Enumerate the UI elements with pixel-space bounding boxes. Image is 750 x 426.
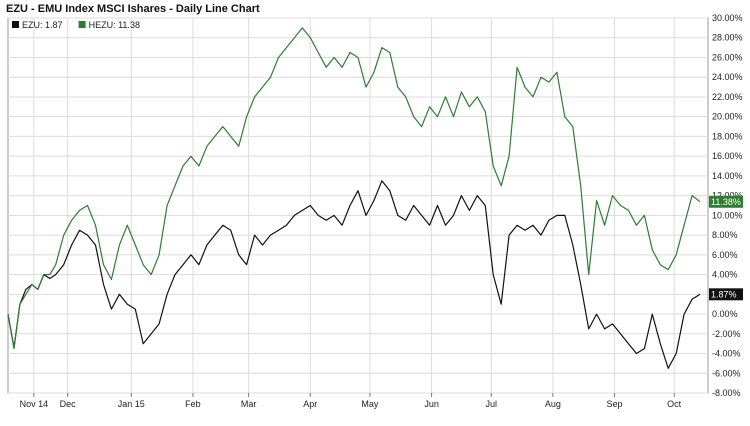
- y-tick-label: 10.00%: [712, 210, 743, 220]
- x-tick-label: Jun: [424, 399, 439, 409]
- y-tick-label: 16.00%: [712, 151, 743, 161]
- last-value-label: 11.38%: [711, 197, 741, 207]
- y-tick-label: 14.00%: [712, 171, 743, 181]
- y-tick-label: 22.00%: [712, 92, 743, 102]
- y-tick-label: 12.00%: [712, 191, 743, 201]
- series-line-1: [7, 27, 701, 350]
- x-tick-label: May: [361, 399, 379, 409]
- gridlines: [8, 17, 708, 394]
- legend-swatch: [78, 21, 86, 28]
- x-tick-label: Feb: [185, 399, 201, 409]
- y-tick-label: -2.00%: [712, 329, 741, 339]
- last-value-tag: [709, 288, 743, 301]
- y-tick-label: 28.00%: [712, 33, 743, 43]
- y-axis: 30.00% 28.00% 26.00% 24.00% 22.00% 20.00% 18.0…: [712, 13, 743, 398]
- x-tick-label: Mar: [241, 399, 257, 409]
- y-tick-label: -4.00%: [712, 349, 741, 359]
- last-value-tag: [709, 195, 743, 208]
- plot-area: [7, 17, 709, 394]
- x-tick-label: Dec: [60, 399, 77, 409]
- x-tick-label: Jan 15: [118, 399, 145, 409]
- y-tick-label: 20.00%: [712, 112, 743, 122]
- x-tick-label: Jul: [485, 399, 497, 409]
- y-tick-label: 26.00%: [712, 52, 743, 62]
- y-tick-label: 4.00%: [712, 270, 738, 280]
- series-line-0: [7, 180, 701, 369]
- y-tick-label: 0.00%: [712, 309, 738, 319]
- series-lines: [7, 27, 701, 369]
- legend-label: EZU: 1.87: [22, 20, 63, 30]
- x-tick-label: Sep: [607, 399, 623, 409]
- last-value-label: 1.87%: [711, 289, 737, 299]
- x-axis: Nov 14 Dec Jan 15 Feb Mar Apr May Jun Jul Aug Sep O…: [20, 393, 682, 409]
- y-tick-label: -6.00%: [712, 368, 741, 378]
- x-tick-label: Nov 14: [20, 399, 49, 409]
- y-tick-label: -8.00%: [712, 388, 741, 398]
- x-tick-label: Apr: [303, 399, 317, 409]
- y-tick-label: 18.00%: [712, 131, 743, 141]
- x-tick-label: Oct: [667, 399, 682, 409]
- legend: EZU: 1.87 HEZU: 11.38: [12, 20, 140, 30]
- y-tick-label: 30.00%: [712, 13, 743, 23]
- x-tick-label: Aug: [545, 399, 561, 409]
- legend-swatch: [12, 21, 19, 28]
- chart-title: EZU - EMU Index MSCI Ishares - Daily Lin…: [6, 3, 260, 15]
- y-tick-label: 6.00%: [712, 250, 738, 260]
- y-tick-label: 24.00%: [712, 72, 743, 82]
- last-value-tags: 1.87% 11.38%: [709, 195, 743, 301]
- legend-label: HEZU: 11.38: [89, 20, 140, 30]
- y-tick-label: 8.00%: [712, 230, 738, 240]
